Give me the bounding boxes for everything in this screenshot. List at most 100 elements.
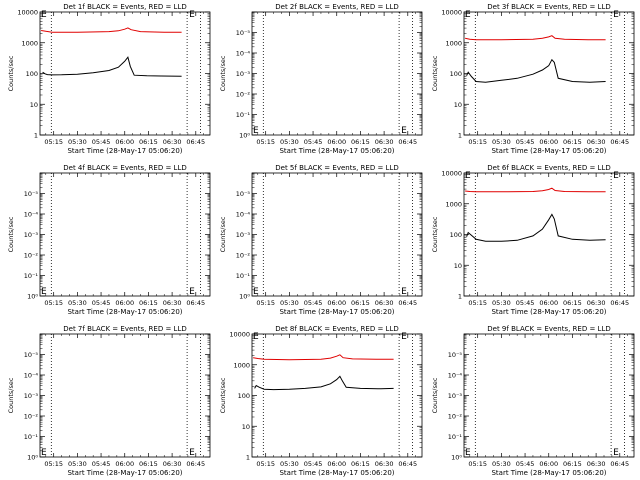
plot-frame (251, 172, 423, 297)
x-tick-label: 05:15 (468, 299, 487, 307)
x-tick-label: 06:00 (115, 138, 134, 146)
y-tick-label: 10⁻⁵ (236, 190, 251, 198)
x-axis-label: Start Time (28-May-17 05:06:20) (67, 469, 182, 477)
event-marker-label-right: E (613, 171, 619, 181)
y-tick-label: 10⁻¹ (448, 433, 463, 441)
x-tick-label: 05:30 (280, 299, 299, 307)
y-tick-label: 10⁻⁵ (24, 351, 39, 359)
plot-frame (251, 11, 423, 136)
x-tick-label: 05:30 (280, 138, 299, 146)
y-tick-label: 10⁻¹ (236, 111, 251, 119)
x-axis-label: Start Time (28-May-17 05:06:20) (279, 308, 394, 316)
y-tick-label: 10 (242, 423, 250, 431)
y-tick-label: 10⁻² (236, 252, 251, 260)
x-tick-label: 05:30 (492, 299, 511, 307)
x-tick-label: 05:15 (256, 460, 275, 468)
x-axis-label: Start Time (28-May-17 05:06:20) (279, 469, 394, 477)
y-tick-label: 10000 (17, 9, 38, 17)
event-marker-label-right: E (613, 448, 619, 458)
x-tick-label: 05:15 (44, 299, 63, 307)
panel-det-4: Det 4f BLACK = Events, RED = LLD 10⁰ 10⁻¹ 1… (7, 164, 211, 316)
event-marker-label-left: E (465, 171, 471, 181)
x-tick-label: 06:00 (115, 299, 134, 307)
y-tick-label: 10 (30, 101, 38, 109)
y-tick-label: 1 (458, 293, 462, 301)
y-tick-label: 10⁰ (27, 293, 38, 301)
y-tick-label: 10000 (441, 170, 462, 178)
y-tick-label: 10⁻³ (448, 392, 463, 400)
event-marker-label-left: E (41, 10, 47, 20)
y-tick-label: 10⁻⁴ (236, 50, 251, 58)
y-tick-label: 10 (454, 262, 462, 270)
event-marker-label-right: E (401, 126, 407, 136)
y-tick-label: 10⁰ (239, 293, 250, 301)
event-marker-label-left: E (465, 448, 471, 458)
panel-title: Det 7f BLACK = Events, RED = LLD (63, 325, 186, 333)
y-tick-label: 10⁻⁴ (24, 372, 39, 380)
panel-title: Det 3f BLACK = Events, RED = LLD (487, 3, 610, 11)
x-tick-label: 06:15 (563, 138, 582, 146)
x-tick-label: 06:00 (115, 460, 134, 468)
x-tick-label: 06:45 (398, 460, 417, 468)
x-tick-label: 06:30 (587, 460, 606, 468)
event-marker-label-left: E (253, 287, 259, 297)
plot-frame (39, 11, 211, 136)
panel-title: Det 9f BLACK = Events, RED = LLD (487, 325, 610, 333)
x-tick-label: 06:00 (539, 460, 558, 468)
y-tick-label: 1000 (445, 200, 462, 208)
x-tick-label: 05:30 (492, 460, 511, 468)
event-marker-label-left: E (41, 448, 47, 458)
x-tick-label: 05:30 (68, 460, 87, 468)
x-axis-label: Start Time (28-May-17 05:06:20) (491, 147, 606, 155)
x-tick-label: 05:45 (516, 138, 535, 146)
event-marker-label-left: E (465, 10, 471, 20)
x-tick-label: 06:45 (610, 138, 629, 146)
y-tick-label: 1 (246, 454, 250, 462)
y-tick-label: 10⁻⁴ (24, 211, 39, 219)
y-tick-label: 1000 (233, 361, 250, 369)
y-tick-label: 1 (34, 132, 38, 140)
y-tick-label: 10⁻² (236, 91, 251, 99)
x-tick-label: 06:15 (139, 299, 158, 307)
x-tick-label: 05:15 (44, 138, 63, 146)
x-tick-label: 06:15 (351, 299, 370, 307)
x-tick-label: 06:30 (587, 299, 606, 307)
y-tick-label: 10⁻³ (236, 70, 251, 78)
event-marker-label-left: E (41, 287, 47, 297)
plot-frame (463, 333, 635, 458)
y-tick-label: 10⁻⁴ (236, 211, 251, 219)
x-tick-label: 06:00 (327, 299, 346, 307)
event-marker-label-right: E (401, 332, 407, 342)
x-tick-label: 06:30 (587, 138, 606, 146)
y-tick-label: 10⁰ (451, 454, 462, 462)
y-tick-label: 10⁻¹ (24, 272, 39, 280)
x-tick-label: 06:45 (186, 299, 205, 307)
plot-frame (39, 333, 211, 458)
x-tick-label: 05:15 (468, 460, 487, 468)
panel-det-2: Det 2f BLACK = Events, RED = LLD 10⁰ 10⁻¹ 1… (219, 3, 423, 155)
x-tick-label: 05:30 (68, 138, 87, 146)
event-marker-label-right: E (189, 10, 195, 20)
event-marker-label-left: E (253, 332, 259, 342)
panel-det-1: Det 1f BLACK = Events, RED = LLD 1 10 100 10… (7, 3, 211, 155)
panel-det-5: Det 5f BLACK = Events, RED = LLD 10⁰ 10⁻¹ 1… (219, 164, 423, 316)
y-tick-label: 10⁻² (24, 413, 39, 421)
panel-title: Det 1f BLACK = Events, RED = LLD (63, 3, 186, 11)
series-line-events (254, 375, 394, 391)
y-tick-label: 10⁻³ (24, 392, 39, 400)
panel-title: Det 4f BLACK = Events, RED = LLD (63, 164, 186, 172)
x-tick-label: 05:30 (492, 138, 511, 146)
y-axis-label: Counts/sec (7, 377, 15, 413)
panel-det-7: Det 7f BLACK = Events, RED = LLD 10⁰ 10⁻¹ 1… (7, 325, 211, 477)
x-tick-label: 06:45 (186, 460, 205, 468)
y-tick-label: 1000 (21, 39, 38, 47)
y-tick-label: 100 (26, 70, 38, 78)
x-tick-label: 06:15 (563, 460, 582, 468)
y-axis-label: Counts/sec (219, 216, 227, 252)
x-tick-label: 05:15 (256, 138, 275, 146)
y-axis-label: Counts/sec (219, 377, 227, 413)
y-tick-label: 10 (454, 101, 462, 109)
y-axis-label: Counts/sec (219, 55, 227, 91)
y-tick-label: 10⁻¹ (24, 433, 39, 441)
